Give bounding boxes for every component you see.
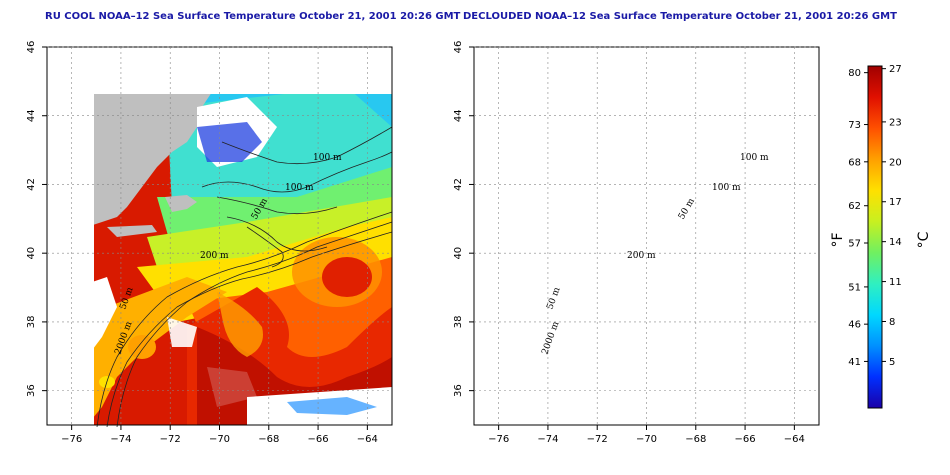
fahrenheit-tick-label: 73 [848, 120, 861, 131]
x-tick-label: −70 [209, 434, 230, 445]
y-tick-label: 38 [26, 316, 37, 329]
fahrenheit-unit-label: °F [830, 232, 846, 247]
y-tick-label: 36 [26, 384, 37, 397]
fahrenheit-tick-label: 46 [848, 320, 861, 331]
celsius-tick-label: 20 [889, 157, 902, 168]
x-tick-label: −70 [636, 434, 657, 445]
x-tick-label: −64 [357, 434, 378, 445]
x-tick-label: −64 [784, 434, 805, 445]
x-tick-label: −68 [685, 434, 706, 445]
celsius-tick-label: 8 [889, 317, 895, 328]
contour-label: 100 m [712, 183, 741, 193]
contour-label: 50 m [677, 196, 697, 221]
colorbar-celsius-ticks: 27 23 20 17 14 11 8 5 [882, 64, 902, 368]
contour-label: 2000 m [540, 320, 561, 356]
fahrenheit-tick-label: 41 [848, 357, 861, 368]
y-tick-label: 38 [453, 316, 464, 329]
x-tick-label: −76 [488, 434, 509, 445]
celsius-tick-label: 5 [889, 357, 895, 368]
contour-label: 100 m [313, 153, 342, 163]
right-map: −76 −74 −72 −70 −68 −66 −64 46 44 42 40 38 36 100 m… [453, 41, 820, 445]
fahrenheit-tick-label: 51 [848, 282, 861, 293]
fahrenheit-tick-label: 62 [848, 201, 861, 212]
left-map-y-ticks: 46 44 42 40 38 36 [26, 41, 47, 397]
y-tick-label: 46 [26, 41, 37, 54]
x-tick-label: −74 [537, 434, 558, 445]
y-tick-label: 46 [453, 41, 464, 54]
colorbar-fahrenheit-ticks: 80 73 68 62 57 51 46 41 [848, 68, 868, 368]
right-map-contour-labels: 100 m 100 m 50 m 200 m 50 m 2000 m [540, 153, 769, 356]
celsius-unit-label: °C [916, 231, 932, 248]
celsius-tick-label: 11 [889, 277, 902, 288]
y-tick-label: 42 [26, 178, 37, 191]
right-map-grid [474, 46, 819, 425]
left-map-grid [47, 46, 392, 425]
fahrenheit-tick-label: 80 [848, 68, 861, 79]
fahrenheit-tick-label: 68 [848, 157, 861, 168]
y-tick-label: 36 [453, 384, 464, 397]
y-tick-label: 42 [453, 178, 464, 191]
contour-label: 100 m [740, 153, 769, 163]
y-tick-label: 40 [453, 247, 464, 260]
x-tick-label: −74 [110, 434, 131, 445]
contour-label: 50 m [545, 286, 562, 311]
left-map: −76 −74 −72 −70 −68 −66 −64 46 44 42 40 38 36 100 m… [26, 41, 393, 445]
right-map-title: DECLOUDED NOAA–12 Sea Surface Temperatur… [463, 11, 897, 22]
x-tick-label: −66 [308, 434, 329, 445]
temperature-colorbar: 80 73 68 62 57 51 46 41 27 23 20 17 14 11 8 5 °F °C [830, 64, 932, 409]
contour-label: 200 m [200, 251, 229, 261]
colorbar-gradient [867, 65, 883, 409]
left-map-title: RU COOL NOAA–12 Sea Surface Temperature … [45, 11, 461, 22]
x-tick-label: −68 [258, 434, 279, 445]
contour-label: 100 m [285, 183, 314, 193]
celsius-tick-label: 17 [889, 197, 902, 208]
right-map-x-ticks: −76 −74 −72 −70 −68 −66 −64 [488, 425, 805, 445]
celsius-tick-label: 27 [889, 64, 902, 75]
celsius-tick-label: 23 [889, 117, 902, 128]
x-tick-label: −66 [735, 434, 756, 445]
left-map-x-ticks: −76 −74 −72 −70 −68 −66 −64 [61, 425, 378, 445]
x-tick-label: −72 [160, 434, 181, 445]
x-tick-label: −72 [587, 434, 608, 445]
y-tick-label: 40 [26, 247, 37, 260]
fahrenheit-tick-label: 57 [848, 238, 861, 249]
celsius-tick-label: 14 [889, 237, 902, 248]
x-tick-label: −76 [61, 434, 82, 445]
contour-label: 200 m [627, 251, 656, 261]
y-tick-label: 44 [453, 109, 464, 122]
right-map-y-ticks: 46 44 42 40 38 36 [453, 41, 474, 397]
y-tick-label: 44 [26, 109, 37, 122]
